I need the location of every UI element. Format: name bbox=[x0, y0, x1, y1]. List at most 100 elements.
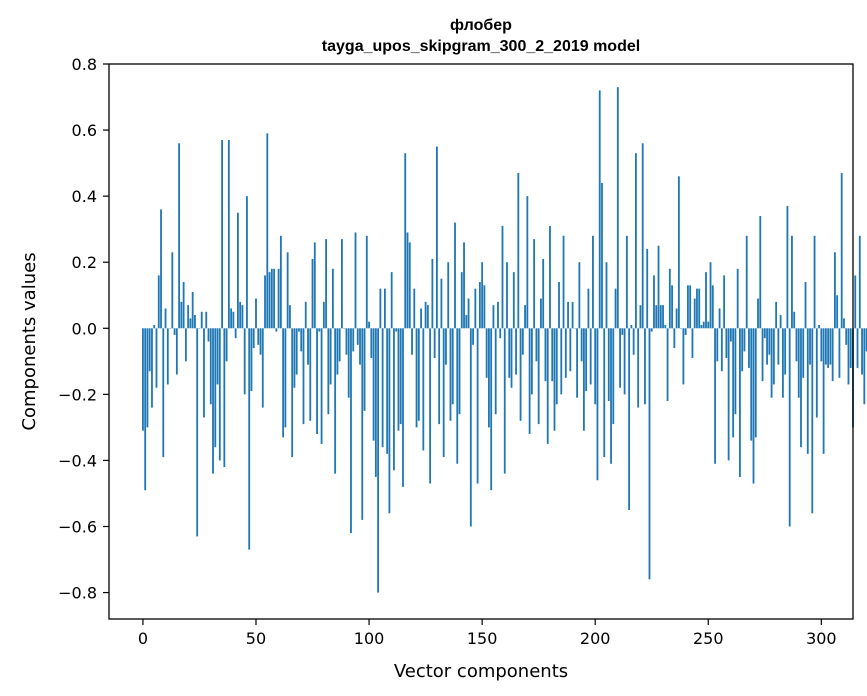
bar bbox=[856, 328, 859, 368]
bar bbox=[175, 328, 178, 375]
bar bbox=[483, 285, 486, 329]
bar bbox=[171, 252, 174, 329]
bar bbox=[614, 288, 617, 329]
bar bbox=[800, 328, 802, 448]
bar bbox=[408, 242, 411, 329]
bar bbox=[431, 258, 434, 329]
bar bbox=[325, 239, 327, 329]
bar bbox=[576, 328, 579, 398]
bar bbox=[354, 232, 357, 329]
bar bbox=[777, 328, 780, 365]
bar bbox=[268, 272, 271, 329]
bar bbox=[587, 288, 590, 329]
bar bbox=[804, 282, 807, 329]
bar bbox=[365, 235, 368, 329]
bar bbox=[160, 209, 162, 329]
bar bbox=[313, 242, 316, 329]
chart-title: флобер bbox=[450, 17, 512, 34]
bar bbox=[402, 328, 404, 487]
bar bbox=[189, 318, 192, 329]
bar bbox=[671, 285, 673, 329]
bar bbox=[390, 272, 393, 329]
bar bbox=[578, 262, 581, 329]
bar bbox=[207, 328, 210, 342]
bar bbox=[687, 285, 689, 329]
bar bbox=[625, 235, 628, 329]
bar bbox=[519, 328, 522, 421]
bar bbox=[818, 324, 820, 329]
bar bbox=[657, 245, 660, 329]
bar bbox=[275, 328, 278, 332]
bar bbox=[836, 295, 839, 329]
bar bbox=[510, 328, 513, 388]
y-axis-title: Components values bbox=[19, 252, 40, 430]
bar bbox=[757, 298, 759, 329]
bar bbox=[506, 262, 508, 329]
bar bbox=[476, 328, 479, 484]
bar bbox=[166, 328, 169, 385]
bar bbox=[264, 275, 266, 329]
bar bbox=[359, 328, 361, 365]
bar bbox=[750, 328, 753, 441]
bar bbox=[530, 328, 533, 395]
bar bbox=[234, 328, 237, 339]
bar bbox=[847, 328, 850, 385]
bar bbox=[377, 328, 380, 593]
y-tick-label: −0.6 bbox=[58, 518, 97, 537]
bar bbox=[368, 321, 370, 329]
bar bbox=[512, 272, 515, 329]
bar bbox=[668, 268, 671, 329]
bar bbox=[696, 288, 698, 329]
bar bbox=[216, 328, 219, 385]
x-tick-label: 150 bbox=[467, 629, 498, 648]
bar bbox=[517, 173, 520, 329]
bar bbox=[460, 272, 463, 329]
bar bbox=[802, 328, 805, 378]
bar bbox=[406, 232, 409, 329]
bar bbox=[655, 305, 658, 329]
bar bbox=[743, 328, 746, 352]
bar bbox=[144, 328, 147, 491]
bar bbox=[203, 328, 205, 418]
bar bbox=[711, 285, 714, 329]
bar bbox=[653, 275, 655, 329]
bar bbox=[386, 328, 389, 454]
bar bbox=[741, 328, 744, 372]
bar bbox=[770, 328, 773, 398]
bar bbox=[212, 328, 214, 474]
bar bbox=[772, 328, 775, 385]
bar bbox=[257, 328, 260, 345]
bar bbox=[162, 328, 165, 458]
bar bbox=[302, 328, 305, 425]
bar bbox=[551, 328, 554, 382]
bar bbox=[393, 328, 395, 471]
bar bbox=[153, 324, 156, 329]
bar bbox=[603, 328, 606, 458]
bar bbox=[284, 328, 287, 428]
x-tick-label: 200 bbox=[580, 629, 611, 648]
bar bbox=[417, 328, 420, 421]
bar bbox=[612, 328, 615, 425]
bar bbox=[454, 222, 456, 329]
bar bbox=[221, 139, 223, 329]
bar bbox=[754, 328, 757, 438]
bar bbox=[508, 328, 511, 378]
bar bbox=[840, 173, 843, 329]
bar bbox=[250, 328, 253, 392]
bar bbox=[675, 308, 678, 329]
bar bbox=[458, 328, 461, 415]
bar bbox=[515, 328, 517, 375]
bar bbox=[648, 328, 651, 580]
bar bbox=[829, 328, 832, 365]
bar bbox=[474, 288, 477, 329]
bar bbox=[521, 328, 524, 355]
bar bbox=[338, 328, 341, 362]
bar bbox=[230, 308, 233, 329]
bar bbox=[630, 324, 633, 329]
x-tick-label: 100 bbox=[354, 629, 385, 648]
bar bbox=[320, 328, 323, 444]
bar bbox=[420, 308, 422, 329]
bar bbox=[834, 252, 836, 329]
bar bbox=[580, 328, 583, 362]
